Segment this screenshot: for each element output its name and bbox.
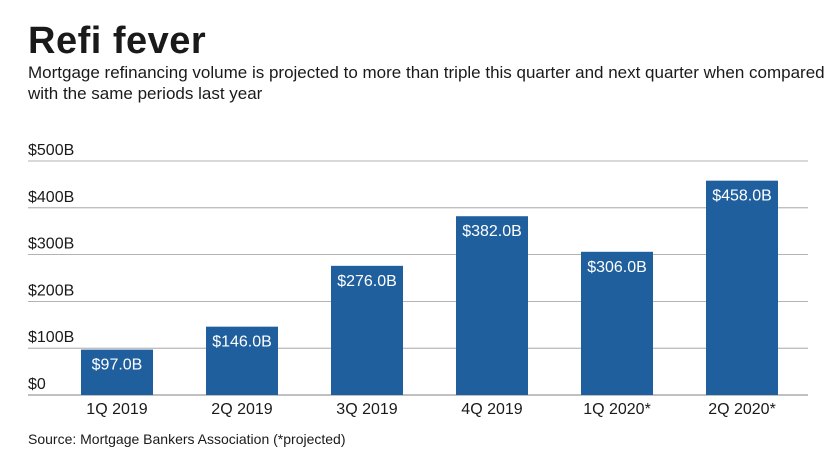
chart-title: Refi fever xyxy=(28,20,207,62)
x-tick-label: 4Q 2019 xyxy=(461,401,522,418)
x-tick-label: 2Q 2020* xyxy=(708,401,776,418)
bar xyxy=(706,180,778,395)
x-tick-label: 1Q 2019 xyxy=(86,401,147,418)
source-note: Source: Mortgage Bankers Association (*p… xyxy=(28,431,346,447)
data-label: $306.0B xyxy=(587,259,647,276)
x-tick-label: 2Q 2019 xyxy=(211,401,272,418)
x-tick-label: 1Q 2020* xyxy=(583,401,651,418)
data-label: $97.0B xyxy=(92,357,143,374)
y-tick-label: $400B xyxy=(28,189,74,206)
y-tick-label: $300B xyxy=(28,236,74,253)
data-label: $382.0B xyxy=(462,223,522,240)
bar xyxy=(331,265,403,395)
data-label: $276.0B xyxy=(337,273,397,290)
data-label: $146.0B xyxy=(212,334,272,351)
y-tick-label: $100B xyxy=(28,329,74,346)
y-tick-label: $0 xyxy=(28,376,46,393)
y-tick-label: $500B xyxy=(28,142,74,159)
y-tick-label: $200B xyxy=(28,282,74,299)
data-label: $458.0B xyxy=(712,188,772,205)
chart-subtitle: Mortgage refinancing volume is projected… xyxy=(28,63,825,103)
bar xyxy=(581,251,653,395)
x-tick-label: 3Q 2019 xyxy=(336,401,397,418)
bar xyxy=(81,349,153,395)
bar xyxy=(206,326,278,395)
bar xyxy=(456,216,528,395)
